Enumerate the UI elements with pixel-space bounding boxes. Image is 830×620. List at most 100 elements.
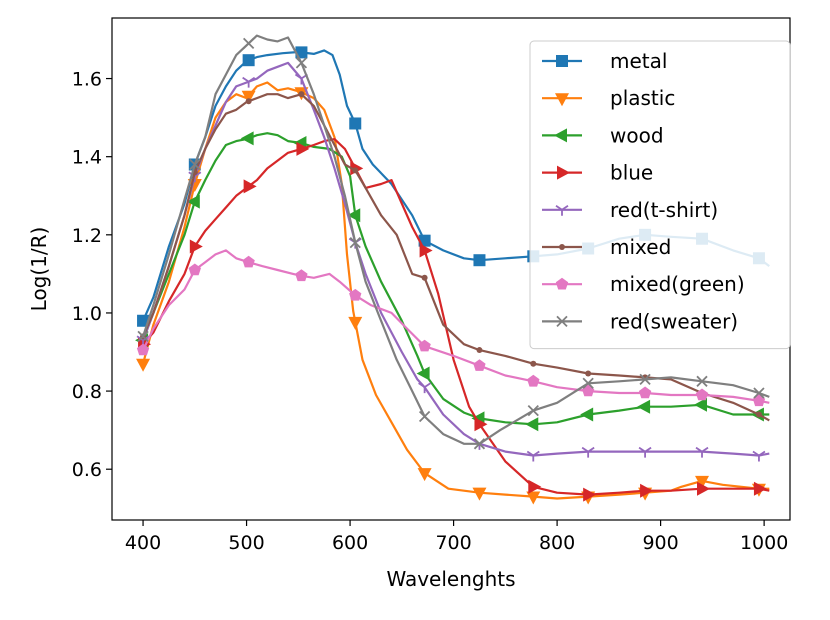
data-point-red-sweater bbox=[295, 57, 308, 69]
data-point-metal bbox=[473, 254, 486, 267]
legend-label: mixed(green) bbox=[610, 272, 745, 296]
data-point-blue bbox=[419, 243, 433, 258]
data-point-plastic bbox=[348, 316, 363, 330]
data-point-red-sweater bbox=[527, 404, 539, 417]
legend-item-wood: wood bbox=[542, 123, 664, 147]
data-point-mixed-green bbox=[473, 359, 486, 371]
data-point-plastic bbox=[472, 487, 487, 501]
y-tick-label: 1.6 bbox=[72, 69, 102, 91]
data-point-blue bbox=[189, 239, 203, 254]
data-point-red-sweater bbox=[582, 377, 594, 389]
legend-marker bbox=[556, 315, 568, 328]
data-point-wood bbox=[347, 208, 361, 223]
data-point-mixed bbox=[298, 91, 305, 98]
legend-box bbox=[529, 40, 791, 350]
data-point-mixed bbox=[530, 360, 537, 367]
legend-label: red(t-shirt) bbox=[610, 198, 718, 222]
y-tick-label: 1.0 bbox=[72, 303, 102, 325]
data-point-wood bbox=[580, 407, 594, 422]
legend-item-mixed-green: mixed(green) bbox=[542, 272, 745, 296]
data-point-red-sweater bbox=[418, 410, 431, 423]
data-point-mixed-green bbox=[242, 255, 255, 268]
data-point-blue bbox=[640, 483, 654, 498]
data-point-blue bbox=[583, 487, 597, 502]
x-tick-label: 1000 bbox=[740, 532, 788, 554]
data-point-blue bbox=[296, 141, 310, 156]
legend-marker bbox=[556, 55, 568, 67]
data-point-metal bbox=[242, 54, 255, 67]
x-tick-label: 400 bbox=[125, 532, 161, 554]
data-point-red-t-shirt bbox=[242, 76, 256, 88]
data-point-mixed-green bbox=[527, 374, 540, 387]
data-point-mixed-green bbox=[638, 386, 652, 399]
x-tick-label: 600 bbox=[332, 532, 368, 554]
x-tick-label: 800 bbox=[539, 532, 575, 554]
data-point-mixed bbox=[585, 370, 592, 377]
data-point-red-t-shirt bbox=[695, 446, 709, 458]
legend-item-blue: blue bbox=[542, 161, 653, 185]
y-tick-label: 1.4 bbox=[72, 147, 102, 169]
legend-item-red-t-shirt: red(t-shirt) bbox=[542, 198, 718, 222]
data-point-red-sweater bbox=[753, 387, 765, 399]
data-point-mixed-green bbox=[295, 269, 308, 282]
data-point-mixed-green bbox=[695, 388, 709, 401]
data-point-wood bbox=[525, 417, 539, 432]
data-point-mixed bbox=[476, 347, 483, 354]
legend: metal plastic wood blue red(t-shirt) mixed mix… bbox=[529, 40, 791, 350]
data-point-red-sweater bbox=[696, 375, 708, 387]
data-point-red-t-shirt bbox=[638, 446, 652, 458]
data-point-mixed-green bbox=[188, 263, 201, 276]
data-point-blue bbox=[528, 479, 542, 494]
data-point-wood bbox=[240, 131, 254, 146]
legend-item-plastic: plastic bbox=[542, 86, 675, 110]
data-point-red-sweater bbox=[242, 37, 255, 50]
x-axis-title: Wavelenghts bbox=[386, 567, 515, 591]
data-point-mixed bbox=[755, 411, 762, 418]
series-red-sweater bbox=[137, 34, 770, 450]
data-point-plastic bbox=[417, 468, 432, 482]
legend-label: plastic bbox=[610, 86, 675, 110]
legend-label: blue bbox=[610, 161, 653, 185]
data-point-metal bbox=[137, 314, 150, 327]
data-point-plastic bbox=[136, 358, 151, 372]
x-tick-label: 900 bbox=[642, 532, 678, 554]
legend-marker bbox=[557, 165, 570, 180]
data-point-plastic bbox=[695, 475, 710, 489]
data-point-blue bbox=[243, 179, 257, 194]
legend-marker bbox=[559, 244, 565, 250]
x-tick-label: 500 bbox=[228, 532, 264, 554]
data-point-red-sweater bbox=[189, 158, 201, 171]
data-point-mixed bbox=[245, 98, 252, 105]
legend-label: red(sweater) bbox=[610, 309, 738, 333]
data-point-mixed bbox=[352, 167, 359, 174]
legend-marker bbox=[555, 205, 569, 216]
data-point-red-t-shirt bbox=[418, 382, 432, 394]
legend-label: mixed bbox=[610, 235, 671, 259]
data-point-red-t-shirt bbox=[526, 450, 540, 462]
series-line-plastic bbox=[142, 81, 770, 500]
y-tick-label: 0.8 bbox=[72, 381, 102, 403]
data-point-red-sweater bbox=[349, 236, 361, 249]
data-point-wood bbox=[637, 399, 651, 414]
data-point-red-sweater bbox=[639, 373, 651, 385]
legend-label: metal bbox=[610, 49, 667, 73]
series-mixed bbox=[140, 91, 770, 422]
plot-area bbox=[135, 34, 770, 505]
data-point-wood bbox=[186, 194, 200, 209]
data-point-blue bbox=[697, 481, 711, 496]
data-point-mixed-green bbox=[349, 288, 362, 301]
y-tick-label: 0.6 bbox=[72, 459, 102, 481]
legend-item-red-sweater: red(sweater) bbox=[542, 309, 738, 333]
y-axis-title: Log(1/R) bbox=[27, 227, 51, 312]
y-tick-label: 1.2 bbox=[72, 225, 102, 247]
data-point-wood bbox=[694, 397, 708, 412]
y-axis: 0.6 0.8 1.0 1.2 1.4 1.6 bbox=[72, 69, 112, 481]
data-point-plastic bbox=[526, 491, 541, 505]
data-point-blue bbox=[474, 417, 488, 432]
data-point-red-t-shirt bbox=[752, 450, 766, 462]
data-point-plastic bbox=[241, 90, 256, 104]
legend-label: wood bbox=[610, 123, 664, 147]
legend-marker bbox=[554, 128, 567, 143]
series-mixed-green bbox=[136, 249, 770, 407]
data-point-mixed bbox=[421, 274, 428, 281]
